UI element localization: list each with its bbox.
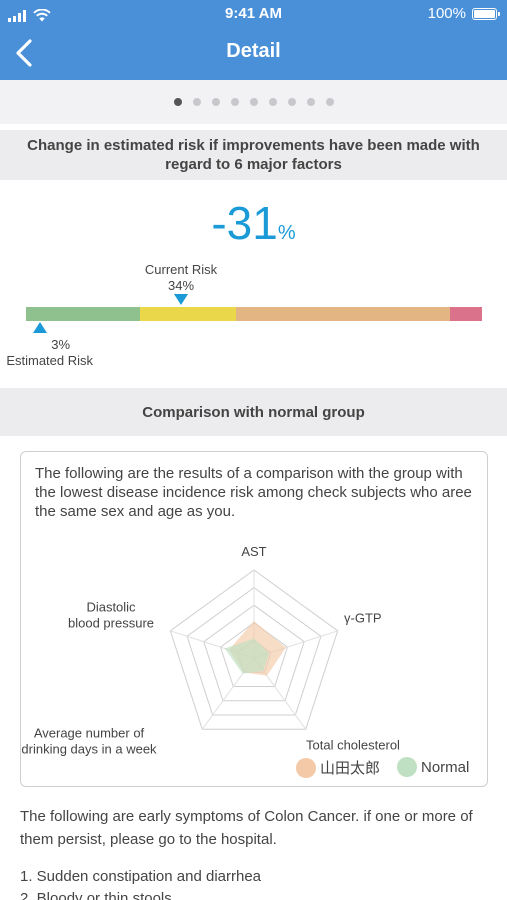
- legend-label-user: 山田太郎: [320, 760, 381, 777]
- page-dot[interactable]: [211, 98, 220, 106]
- risk-bar-segment: [26, 307, 140, 321]
- legend-label-normal: Normal: [421, 758, 470, 776]
- wifi-icon: [33, 9, 51, 22]
- symptom-item: 2. Bloody or thin stools: [20, 890, 172, 900]
- radar-axis-label: γ-GTP: [344, 611, 382, 626]
- risk-heading: Change in estimated risk if improvements…: [0, 130, 507, 180]
- estimated-risk-title: Estimated Risk: [6, 353, 94, 368]
- page-dot[interactable]: [268, 98, 277, 106]
- battery-percent: 100%: [427, 5, 466, 22]
- risk-bar: [26, 307, 482, 321]
- current-risk-value: 34%: [168, 278, 195, 293]
- current-risk-label: Current Risk 34%: [131, 262, 231, 294]
- page-dot[interactable]: [230, 98, 239, 106]
- estimated-risk-label: 3% Estimated Risk: [6, 337, 116, 369]
- risk-change-unit: %: [277, 222, 296, 244]
- risk-bar-segment: [450, 307, 482, 321]
- legend-swatch-user: [296, 757, 316, 778]
- legend-item-user: 山田太郎: [296, 757, 380, 778]
- legend-item-normal: Normal: [397, 757, 469, 777]
- page-dot[interactable]: [173, 98, 182, 106]
- symptoms-list: 1. Sudden constipation and diarrhea 2. B…: [20, 866, 490, 900]
- radar-axis-label: Total cholesterol: [306, 737, 400, 752]
- status-time: 9:41 AM: [225, 5, 282, 22]
- page-dot[interactable]: [325, 98, 334, 106]
- page-dot[interactable]: [287, 98, 296, 106]
- comparison-intro: The following are the results of a compa…: [35, 465, 472, 520]
- risk-change-value: -31: [211, 197, 278, 249]
- page-title: Detail: [226, 40, 281, 62]
- comparison-heading: Comparison with normal group: [0, 388, 507, 436]
- page-indicator: [0, 80, 507, 124]
- comparison-card: The following are the results of a compa…: [20, 451, 488, 787]
- page-dot[interactable]: [249, 98, 258, 106]
- radar-axis-label: Diastolic blood pressure: [68, 600, 154, 631]
- risk-change: -31%: [0, 196, 507, 250]
- estimated-risk-marker: [32, 322, 47, 333]
- radar-grid-ring: [169, 569, 339, 730]
- radar-axis-label: AST: [241, 544, 266, 559]
- page-dot[interactable]: [192, 98, 201, 106]
- back-button[interactable]: [10, 36, 40, 70]
- status-left: [8, 6, 51, 22]
- symptoms-intro: The following are early symptoms of Colo…: [20, 808, 473, 848]
- estimated-risk-value: 3%: [51, 337, 71, 352]
- chevron-left-icon: [16, 39, 32, 67]
- status-bar: 9:41 AM 100%: [0, 0, 507, 28]
- radar-axis-label: Average number of drinking days in a week: [21, 725, 157, 756]
- signal-icon: [8, 10, 26, 22]
- current-risk-marker: [174, 294, 189, 305]
- nav-header: 9:41 AM 100% Detail: [0, 0, 507, 80]
- status-right: 100%: [427, 5, 500, 22]
- risk-bar-segment: [235, 307, 451, 321]
- radar-grid-ring: [186, 586, 322, 716]
- radar-grid-ring: [203, 604, 305, 702]
- radar-chart: AST γ-GTP Total cholesterol Average number …: [21, 544, 400, 756]
- battery-icon: [472, 7, 500, 20]
- risk-bar-segment: [140, 307, 236, 321]
- page-dot[interactable]: [306, 98, 315, 106]
- legend-swatch-normal: [397, 757, 417, 777]
- current-risk-title: Current Risk: [144, 262, 218, 277]
- radar-series-1: [224, 638, 270, 674]
- symptom-item: 1. Sudden constipation and diarrhea: [20, 868, 262, 885]
- radar-grid-ring: [219, 622, 289, 687]
